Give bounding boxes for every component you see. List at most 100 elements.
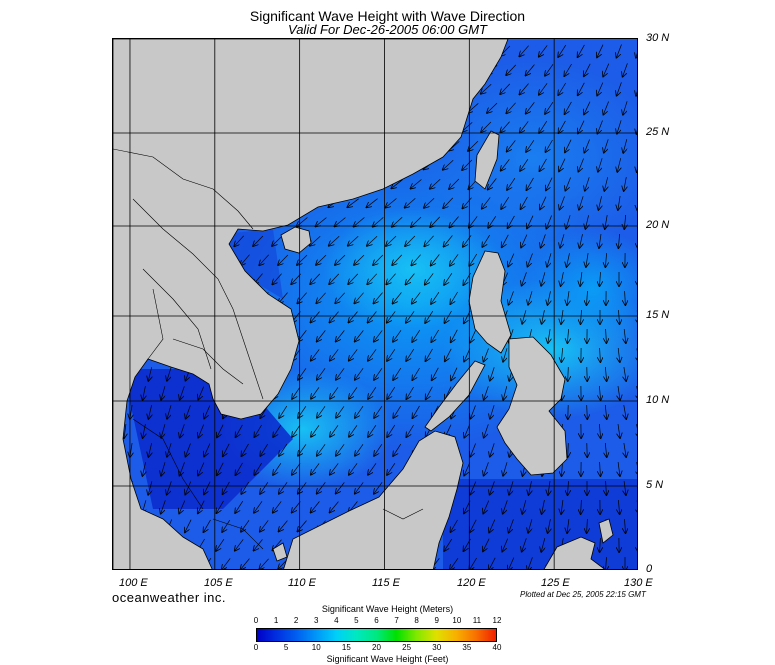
wave-arrow <box>368 425 377 437</box>
wave-arrow <box>470 519 477 532</box>
wave-arrow <box>406 311 415 322</box>
wave-arrow <box>522 272 527 285</box>
wave-arrow <box>373 217 384 226</box>
wave-arrow <box>522 310 526 323</box>
wave-arrow <box>445 348 452 361</box>
wave-arrow <box>581 309 582 324</box>
wave-arrow <box>204 481 211 495</box>
wave-arrow <box>605 215 607 229</box>
wave-arrow <box>604 177 607 191</box>
wave-arrow <box>278 254 289 265</box>
wave-arrow <box>624 214 625 229</box>
wave-arrow <box>487 102 498 113</box>
wave-arrow <box>598 120 603 134</box>
wave-arrow <box>272 235 283 246</box>
wave-arrow <box>241 558 250 569</box>
wave-arrow <box>254 462 262 475</box>
wave-arrow <box>317 482 326 493</box>
wave-arrow <box>298 482 307 493</box>
wave-arrow <box>368 349 377 360</box>
wave-arrow <box>579 196 584 209</box>
wave-arrow <box>603 101 609 115</box>
legend-meter-tick: 12 <box>492 616 502 625</box>
wave-arrow <box>500 121 510 133</box>
wave-arrow <box>354 292 364 304</box>
wave-arrow <box>598 158 603 171</box>
wave-arrow <box>528 557 533 569</box>
wave-arrow <box>519 45 529 57</box>
wave-arrow <box>562 461 563 476</box>
wave-arrow <box>426 348 433 361</box>
wave-arrow <box>185 519 192 533</box>
wave-arrow <box>483 538 490 552</box>
wave-arrow <box>297 292 307 304</box>
wave-arrow <box>424 197 435 208</box>
wave-arrow <box>161 500 166 513</box>
wave-arrow <box>311 425 320 436</box>
wave-arrow <box>367 273 377 284</box>
wave-arrow <box>490 367 495 380</box>
wave-arrow <box>279 482 288 493</box>
wave-arrow <box>565 101 572 114</box>
wave-map-svg <box>113 39 638 569</box>
wave-arrow <box>411 254 421 266</box>
wave-arrow <box>161 386 165 399</box>
wave-arrow <box>546 177 553 191</box>
wave-arrow <box>520 121 529 132</box>
wave-arrow <box>298 520 307 532</box>
wave-arrow <box>617 120 622 133</box>
wave-arrow <box>470 481 477 495</box>
wave-arrow <box>617 158 620 172</box>
lat-label-20n: 20 N <box>646 219 670 231</box>
wave-arrow <box>567 328 568 343</box>
wave-arrow <box>605 442 606 457</box>
wave-arrow <box>242 443 249 456</box>
wave-arrow <box>506 102 516 113</box>
wave-arrow <box>586 253 588 267</box>
wave-arrow <box>605 366 606 381</box>
wave-arrow <box>520 159 529 171</box>
wave-arrow <box>387 463 396 475</box>
wave-arrow <box>292 387 301 399</box>
wave-arrow <box>462 159 473 170</box>
wave-arrow <box>470 443 476 457</box>
legend-meter-tick: 11 <box>472 616 482 625</box>
wave-arrow <box>124 424 126 438</box>
legend-feet-tick: 40 <box>492 643 502 652</box>
legend-meter-tick: 8 <box>414 616 419 625</box>
wave-arrow <box>297 217 308 227</box>
wave-arrow <box>161 462 166 475</box>
wave-arrow <box>259 254 269 265</box>
wave-arrow <box>336 482 345 494</box>
wave-arrow <box>528 291 533 304</box>
wave-arrow <box>522 538 527 551</box>
land-masses <box>113 39 614 569</box>
wave-arrow <box>317 444 326 455</box>
wave-arrow <box>481 84 492 93</box>
wave-arrow <box>489 519 496 533</box>
chart-title: Significant Wave Height with Wave Direct… <box>249 8 526 24</box>
wave-arrow <box>624 367 626 381</box>
legend-meter-tick: 10 <box>452 616 462 625</box>
wave-arrow <box>542 500 545 514</box>
wave-arrow <box>585 177 590 190</box>
wave-arrow <box>637 310 638 324</box>
wave-arrow <box>241 520 250 531</box>
wave-arrow <box>272 273 282 285</box>
legend-color-bar <box>256 628 497 642</box>
wave-arrow <box>444 538 453 551</box>
wave-arrow <box>501 159 510 170</box>
wave-arrow <box>235 539 244 550</box>
wave-arrow <box>368 387 377 399</box>
wave-arrow <box>222 558 231 569</box>
wave-arrow <box>291 273 301 284</box>
wave-arrow <box>471 405 476 419</box>
wave-arrow <box>386 273 396 285</box>
wave-arrow <box>450 291 458 304</box>
wave-arrow <box>217 424 224 438</box>
wave-arrow <box>374 406 383 418</box>
wave-arrow <box>387 311 396 322</box>
wave-arrow <box>425 273 434 284</box>
wave-arrow <box>236 424 243 437</box>
wave-arrow <box>564 63 572 76</box>
